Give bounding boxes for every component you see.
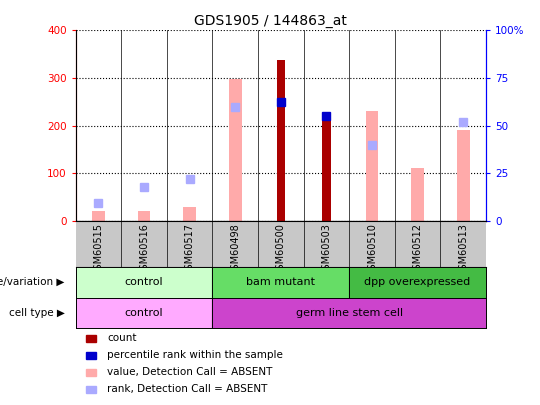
Text: cell type ▶: cell type ▶ [9,308,65,318]
Bar [212,298,486,328]
Bar [229,79,241,221]
Bar [92,211,105,221]
Bar [276,60,285,221]
Text: control: control [125,308,163,318]
Text: GSM60513: GSM60513 [458,223,468,276]
Text: GSM60500: GSM60500 [276,223,286,276]
Text: GSM60510: GSM60510 [367,223,377,276]
Bar [212,267,349,298]
Text: genotype/variation ▶: genotype/variation ▶ [0,277,65,288]
Text: dpp overexpressed: dpp overexpressed [364,277,471,288]
Bar [457,130,470,221]
Text: germ line stem cell: germ line stem cell [295,308,403,318]
Text: GSM60503: GSM60503 [321,223,332,276]
Text: percentile rank within the sample: percentile rank within the sample [107,350,283,360]
Text: rank, Detection Call = ABSENT: rank, Detection Call = ABSENT [107,384,267,394]
Text: control: control [125,277,163,288]
Bar [366,111,379,221]
Text: GSM60517: GSM60517 [185,223,194,276]
Text: GSM60498: GSM60498 [230,223,240,276]
Bar [138,211,150,221]
Text: value, Detection Call = ABSENT: value, Detection Call = ABSENT [107,367,272,377]
Text: GSM60512: GSM60512 [413,223,423,276]
Text: GDS1905 / 144863_at: GDS1905 / 144863_at [193,14,347,28]
Bar [76,267,212,298]
Text: bam mutant: bam mutant [246,277,315,288]
Text: GSM60516: GSM60516 [139,223,149,276]
Text: count: count [107,333,137,343]
Bar [76,298,212,328]
Bar [322,116,330,221]
Bar [349,267,486,298]
Bar [183,207,196,221]
Bar [411,168,424,221]
Text: GSM60515: GSM60515 [93,223,103,276]
